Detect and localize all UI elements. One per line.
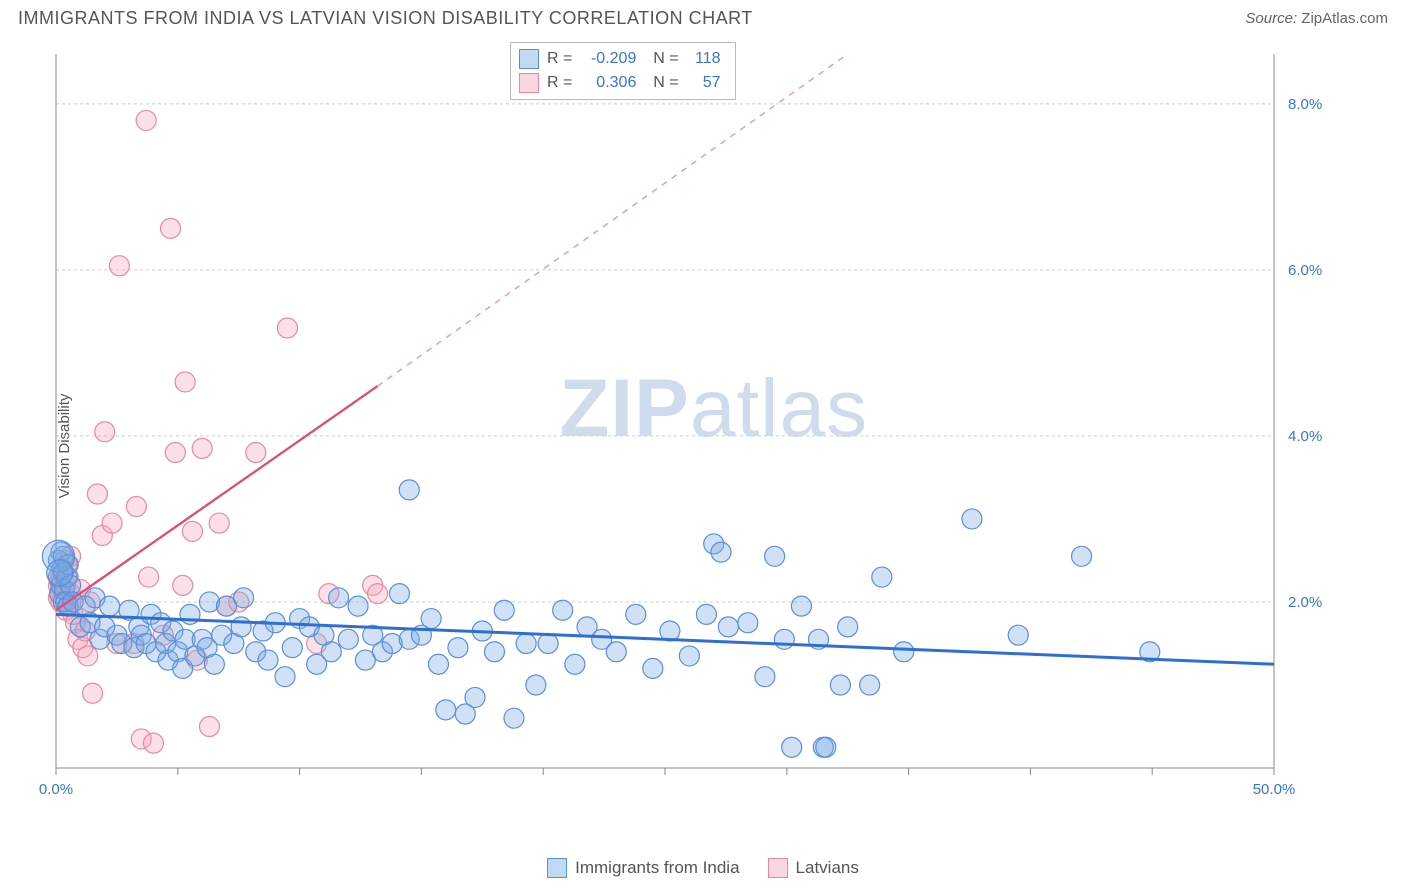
svg-text:ZIPatlas: ZIPatlas	[559, 363, 868, 454]
legend-label-blue: Immigrants from India	[575, 858, 739, 878]
legend-item-pink: Latvians	[768, 858, 859, 878]
svg-text:0.0%: 0.0%	[39, 781, 73, 798]
correlation-legend: R = -0.209 N = 118 R = 0.306 N = 57	[510, 42, 736, 100]
n-label: N =	[644, 71, 678, 95]
source-prefix: Source:	[1245, 10, 1297, 27]
swatch-pink-icon	[519, 73, 539, 93]
svg-text:8.0%: 8.0%	[1288, 96, 1322, 113]
header-bar: IMMIGRANTS FROM INDIA VS LATVIAN VISION …	[0, 0, 1406, 33]
correlation-legend-row-blue: R = -0.209 N = 118	[519, 47, 721, 71]
series-legend: Immigrants from India Latvians	[0, 858, 1406, 878]
r-label: R =	[547, 71, 572, 95]
swatch-blue-icon	[519, 49, 539, 69]
chart-title: IMMIGRANTS FROM INDIA VS LATVIAN VISION …	[18, 8, 753, 29]
source-credit: Source: ZipAtlas.com	[1245, 10, 1388, 27]
svg-text:50.0%: 50.0%	[1253, 781, 1296, 798]
svg-text:6.0%: 6.0%	[1288, 262, 1322, 279]
svg-text:2.0%: 2.0%	[1288, 594, 1322, 611]
swatch-blue-icon	[547, 858, 567, 878]
svg-text:4.0%: 4.0%	[1288, 428, 1322, 445]
r-label: R =	[547, 47, 572, 71]
legend-label-pink: Latvians	[796, 858, 859, 878]
n-label: N =	[644, 47, 678, 71]
n-value-blue: 118	[687, 47, 721, 71]
r-value-blue: -0.209	[580, 47, 636, 71]
r-value-pink: 0.306	[580, 71, 636, 95]
legend-item-blue: Immigrants from India	[547, 858, 739, 878]
correlation-legend-row-pink: R = 0.306 N = 57	[519, 71, 721, 95]
page: IMMIGRANTS FROM INDIA VS LATVIAN VISION …	[0, 0, 1406, 892]
chart-area: 2.0%4.0%6.0%8.0%0.0%50.0%ZIPatlas R = -0…	[50, 42, 1340, 812]
scatter-plot: 2.0%4.0%6.0%8.0%0.0%50.0%ZIPatlas	[50, 42, 1340, 812]
swatch-pink-icon	[768, 858, 788, 878]
n-value-pink: 57	[687, 71, 721, 95]
source-name: ZipAtlas.com	[1301, 10, 1388, 27]
